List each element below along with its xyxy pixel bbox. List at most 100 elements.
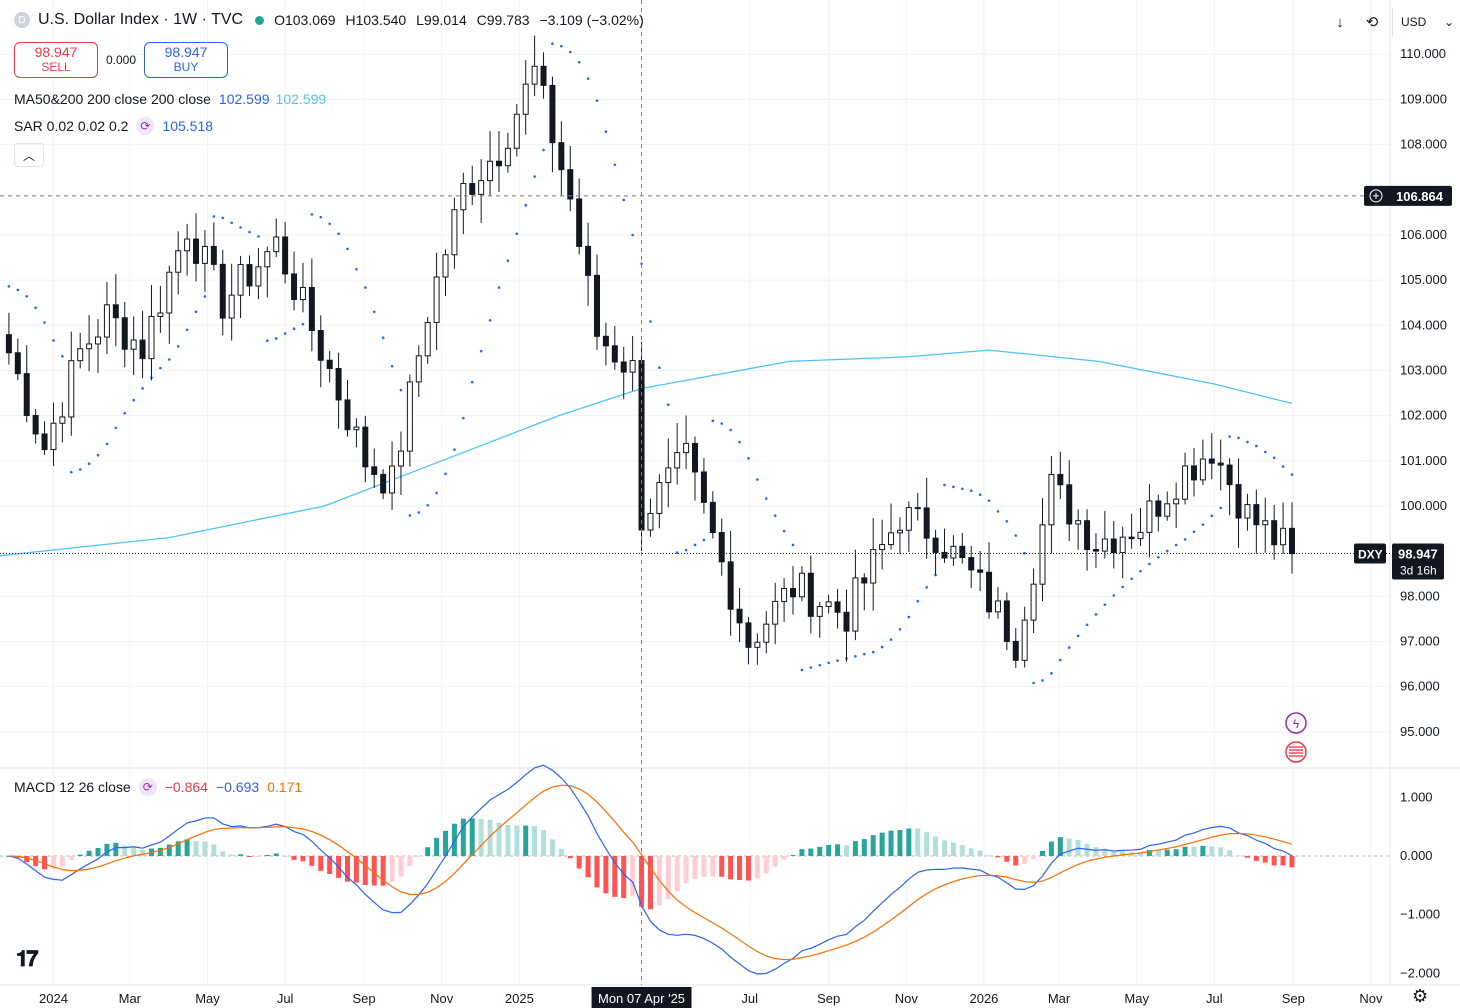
- ma-legend[interactable]: MA50&200 200 close 200 close 102.599 102…: [14, 91, 327, 107]
- sar-dot: [444, 472, 447, 476]
- macd-histogram-bar: [1111, 850, 1117, 856]
- sar-dot: [34, 306, 37, 309]
- macd-legend[interactable]: MACD 12 26 close ⟳ −0.864 −0.693 0.171: [14, 778, 303, 796]
- buy-button[interactable]: 98.947 BUY: [144, 42, 228, 78]
- macd-histogram-bar: [514, 825, 520, 856]
- candle: [1110, 521, 1117, 569]
- macd-histogram-bar: [1173, 849, 1179, 856]
- candle: [442, 249, 449, 297]
- arrow-down-icon[interactable]: ↓: [1336, 13, 1344, 31]
- time-tick-label: Sep: [352, 991, 375, 1006]
- candle-body: [478, 180, 485, 195]
- candle-body: [121, 317, 128, 350]
- candle-body: [210, 245, 217, 265]
- candle: [1244, 493, 1251, 531]
- candle-body: [718, 532, 725, 563]
- candle: [1217, 439, 1224, 491]
- candle-body: [442, 254, 449, 278]
- sar-dot: [78, 468, 82, 471]
- macd-histogram-bar: [772, 855, 778, 867]
- candle: [620, 346, 627, 400]
- candle: [291, 251, 298, 311]
- macd-histogram-bar: [549, 839, 555, 856]
- candle: [576, 178, 583, 255]
- sar-dot: [666, 403, 670, 406]
- macd-histogram-bar: [273, 853, 279, 856]
- refresh-icon[interactable]: ⟲: [1365, 14, 1379, 31]
- candle: [1084, 509, 1091, 571]
- price-tick-label: 98.000: [1400, 588, 1440, 603]
- sar-dot: [274, 337, 278, 340]
- macd-histogram-bar: [238, 854, 244, 856]
- candle: [727, 530, 734, 636]
- cycle-icon[interactable]: ⟳: [138, 778, 157, 796]
- sar-dot: [943, 483, 946, 487]
- candle-body: [32, 414, 39, 435]
- macd-histogram-bar: [817, 846, 823, 856]
- sar-dot: [266, 339, 269, 342]
- macd-histogram-bar: [1236, 855, 1242, 857]
- sar-dot: [1246, 440, 1249, 444]
- sar-dot: [257, 235, 260, 238]
- candle-body: [1244, 504, 1251, 519]
- macd-histogram-bar: [986, 855, 992, 857]
- macd-histogram-bar: [790, 854, 796, 856]
- price-tick-label: 103.000: [1400, 362, 1447, 377]
- candle-body: [201, 245, 208, 264]
- sell-button[interactable]: 98.947 SELL: [14, 42, 98, 78]
- sar-dot: [114, 426, 118, 430]
- sar-legend[interactable]: SAR 0.02 0.02 0.2 ⟳ 105.518: [14, 117, 214, 135]
- symbol-title[interactable]: U.S. Dollar Index · 1W · TVC: [38, 11, 244, 28]
- candle-body: [1030, 583, 1037, 621]
- sar-dot: [1067, 646, 1071, 649]
- candle: [763, 611, 770, 654]
- sar-dot: [809, 666, 813, 669]
- sar-dot: [613, 163, 617, 167]
- macd-histogram-bar: [157, 847, 163, 856]
- candle-body: [1066, 484, 1073, 525]
- sar-dot: [408, 514, 412, 517]
- sar-dot: [167, 358, 171, 361]
- sar-dot: [684, 548, 688, 552]
- candle-body: [95, 336, 102, 345]
- candle: [451, 197, 458, 269]
- candle-body: [754, 641, 761, 648]
- macd-histogram-bar: [852, 841, 858, 856]
- candle-body: [692, 442, 698, 473]
- collapse-legend-button[interactable]: ︿: [14, 143, 44, 167]
- candle-body: [513, 113, 520, 149]
- candle-body: [567, 169, 574, 200]
- candle-body: [879, 544, 886, 551]
- candle-body: [130, 339, 137, 350]
- sar-dot: [141, 387, 144, 390]
- sar-dot: [560, 44, 563, 48]
- candle: [282, 221, 289, 284]
- currency-select[interactable]: USD ⌄: [1392, 8, 1460, 36]
- cycle-icon[interactable]: ⟳: [136, 117, 155, 135]
- macd-histogram-bar: [1093, 847, 1099, 856]
- macd-histogram-bar: [1209, 846, 1215, 856]
- candle-body: [308, 286, 315, 331]
- sar-dot: [871, 650, 875, 654]
- macd-tick-label: 0.000: [1400, 848, 1433, 863]
- candle: [790, 566, 797, 615]
- macd-histogram-bar: [175, 841, 181, 856]
- macd-histogram-bar: [532, 826, 538, 856]
- market-status-icon[interactable]: [255, 15, 265, 25]
- macd-histogram-bar: [763, 855, 769, 874]
- candle-body: [1164, 503, 1171, 517]
- candle-body: [255, 266, 262, 287]
- candle: [798, 566, 805, 602]
- candle: [68, 331, 75, 436]
- candle-body: [790, 587, 797, 598]
- macd-histogram-bar: [594, 855, 600, 888]
- macd-histogram-bar: [220, 851, 226, 856]
- sar-dot: [176, 345, 180, 348]
- tradingview-logo-icon[interactable]: 𝟏𝟕: [16, 946, 39, 971]
- symbol-header[interactable]: D U.S. Dollar Index · 1W · TVC O103.069 …: [14, 11, 650, 29]
- sar-dot: [649, 320, 652, 323]
- lightning-icon: [1285, 712, 1307, 734]
- gear-icon[interactable]: ⚙: [1412, 986, 1429, 1006]
- candle: [807, 555, 814, 634]
